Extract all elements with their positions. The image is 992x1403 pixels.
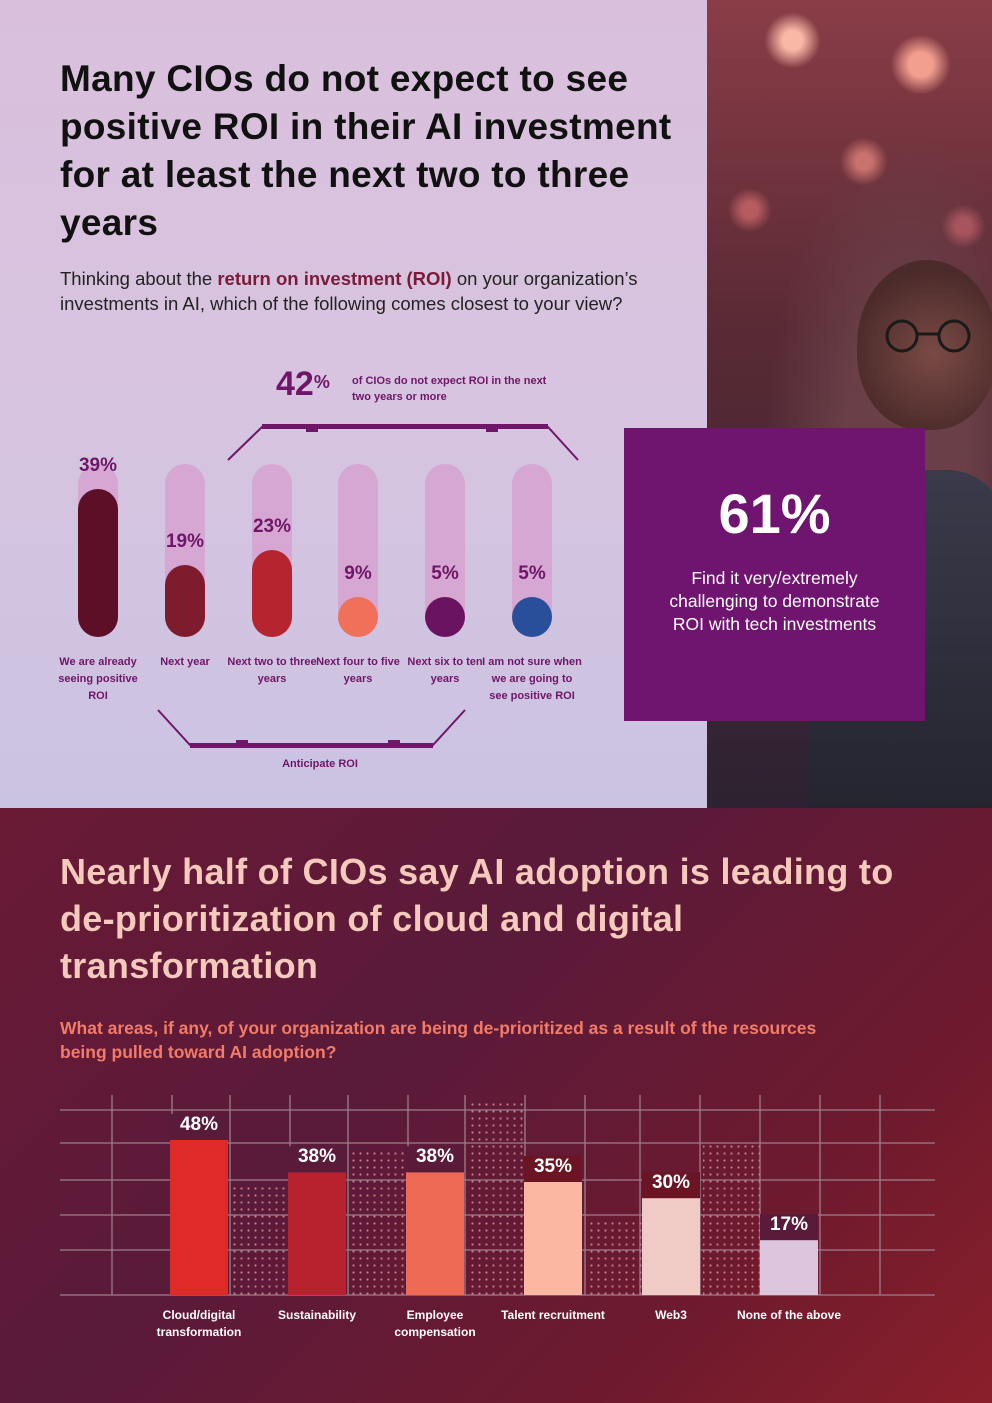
bar-label-tab-employee-compensation <box>406 1146 464 1173</box>
value-label-none-of-the-above: 17% <box>769 1214 809 1236</box>
bar-next-four-to-five-years <box>338 597 378 637</box>
value-label-next-two-to-three-years: 23% <box>252 515 292 537</box>
category-label-talent-recruitment: Talent recruitment <box>501 1308 605 1322</box>
bar-label-tab-cloud-digital-transformation <box>170 1114 228 1140</box>
deprioritization-chart <box>60 1095 935 1296</box>
survey-question-roi: Thinking about the return on investment … <box>60 266 660 316</box>
question-text-part2: on your organization’s investments in AI… <box>60 268 638 314</box>
category-label-sustainability: Sustainability <box>277 1308 357 1322</box>
bar-employee-compensation <box>406 1172 464 1295</box>
bar-next-year <box>165 564 205 637</box>
stat-61-callout-box <box>624 428 925 721</box>
value-label-employee-compensation: 38% <box>415 1146 455 1168</box>
stat-61-text: Find it very/extremely challenging to de… <box>669 568 880 634</box>
category-label-employee-compensation: Employee compensation <box>394 1308 476 1339</box>
category-label-web3: Web3 <box>655 1308 687 1322</box>
category-label-none-of-the-above: None of the above <box>736 1308 841 1322</box>
stat-42-percent: 42% <box>276 367 330 401</box>
section-title-deprioritization: Nearly half of CIOs say AI adoption is l… <box>60 851 894 986</box>
bar-i-am-not-sure-when-we-are-going-to-see-positive-roi <box>512 597 552 637</box>
dotted-filler-2 <box>467 1103 525 1295</box>
glasses-icon <box>885 319 971 353</box>
stat-42-unit: % <box>313 372 330 392</box>
category-label-we-are-already-seeing-positive-roi: We are already seeing positive ROI <box>58 656 138 702</box>
value-label-cloud-digital-transformation: 48% <box>179 1114 219 1135</box>
value-label-next-four-to-five-years: 9% <box>344 563 372 584</box>
bar-label-tab-sustainability <box>288 1146 346 1173</box>
question-text-part1: Thinking about the <box>60 268 218 289</box>
category-label-next-year: Next year <box>160 656 210 668</box>
stat-42-note: of CIOs do not expect ROI in the next tw… <box>352 375 547 403</box>
bar-talent-recruitment <box>524 1181 582 1295</box>
bar-label-tab-web3 <box>642 1172 700 1199</box>
bar-none-of-the-above <box>760 1240 818 1295</box>
question-highlight: return on investment (ROI) <box>217 268 452 289</box>
stat-61-value: 61% <box>718 482 831 545</box>
dotted-filler-1 <box>350 1150 408 1295</box>
bar-web3 <box>642 1198 700 1295</box>
dotted-filler-3 <box>585 1218 643 1295</box>
bar-label-tab-talent-recruitment <box>524 1155 582 1182</box>
bar-next-two-to-three-years <box>252 549 292 637</box>
category-label-cloud-digital-transformation: Cloud/digital transformation <box>156 1308 242 1339</box>
anticipate-roi-label: Anticipate ROI <box>282 758 358 770</box>
value-label-sustainability: 38% <box>297 1146 337 1168</box>
bar-we-are-already-seeing-positive-roi <box>78 489 118 637</box>
value-label-talent-recruitment: 35% <box>533 1155 573 1177</box>
top-section <box>0 0 992 808</box>
value-label-next-year: 19% <box>165 530 205 552</box>
value-label-next-six-to-ten-years: 5% <box>431 563 459 584</box>
stat-42-value: 42 <box>276 365 314 403</box>
value-label-we-are-already-seeing-positive-roi: 39% <box>78 455 118 476</box>
photo-head <box>857 260 992 430</box>
survey-question-deprioritization: What areas, if any, of your organization… <box>60 1018 817 1062</box>
category-label-next-four-to-five-years: Next four to five years <box>316 656 400 685</box>
dotted-filler-0 <box>232 1183 290 1295</box>
category-label-i-am-not-sure-when-we-are-going-to-see-positive-roi: I am not sure when we are going to see p… <box>482 656 582 702</box>
bar-label-tab-none-of-the-above <box>760 1214 818 1241</box>
value-label-web3: 30% <box>651 1172 691 1194</box>
dotted-filler-4 <box>703 1145 761 1295</box>
bar-cloud-digital-transformation <box>170 1140 228 1295</box>
page-title: Many CIOs do not expect to see positive … <box>60 58 672 243</box>
value-label-i-am-not-sure-when-we-are-going-to-see-positive-roi: 5% <box>518 563 546 584</box>
category-label-next-six-to-ten-years: Next six to ten years <box>407 656 483 685</box>
bar-next-six-to-ten-years <box>425 597 465 637</box>
bar-sustainability <box>288 1172 346 1295</box>
category-label-next-two-to-three-years: Next two to three years <box>227 656 317 685</box>
